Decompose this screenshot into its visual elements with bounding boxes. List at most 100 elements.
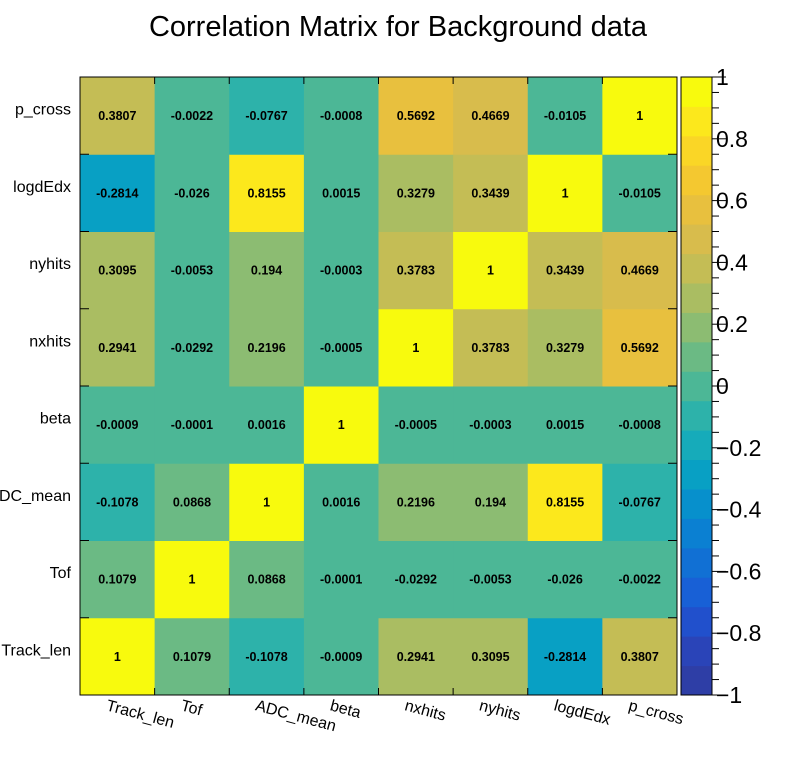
cell-value-label: 0.2196 — [397, 495, 435, 509]
heatmap-cell — [154, 463, 230, 541]
cell-value-label: -0.0053 — [171, 264, 213, 278]
heatmap-cell — [378, 540, 454, 619]
chart-title: Correlation Matrix for Background data — [149, 11, 648, 43]
x-tick-label: p_cross — [627, 697, 686, 728]
y-tick-label: beta — [40, 411, 71, 428]
heatmap-cell — [80, 617, 156, 696]
heatmap-cell — [453, 231, 529, 310]
y-tick-label: p_cross — [15, 102, 71, 119]
colorbar-tick-label: 1 — [716, 64, 729, 90]
heatmap-cell — [378, 617, 454, 696]
heatmap-cell — [453, 617, 529, 696]
heatmap-cell — [378, 386, 454, 464]
heatmap-cell — [80, 308, 156, 387]
heatmap-cell — [303, 308, 379, 387]
y-tick-label: logdEdx — [13, 179, 71, 196]
heatmap-cell — [453, 540, 529, 619]
heatmap-cells — [80, 77, 678, 696]
cell-value-label: 0.2941 — [98, 341, 136, 355]
colorbar — [680, 76, 713, 696]
cell-value-label: 0.5692 — [621, 341, 659, 355]
heatmap-cell — [229, 77, 305, 155]
heatmap-cell — [602, 463, 678, 541]
cell-value-label: 0.4669 — [621, 264, 659, 278]
x-tick-label: logdEdx — [552, 697, 612, 728]
heatmap-cell — [378, 463, 454, 541]
cell-value-label: 1 — [487, 264, 494, 278]
cell-value-label: 0.4669 — [471, 109, 509, 123]
x-tick-label: nyhits — [477, 697, 522, 724]
colorbar-segment — [681, 224, 712, 255]
cell-value-label: 0.0016 — [322, 495, 360, 509]
cell-value-label: 1 — [636, 109, 643, 123]
cell-value-label: -0.0767 — [245, 109, 287, 123]
heatmap-cell — [154, 308, 230, 387]
heatmap-cell — [602, 617, 678, 696]
cell-value-label: -0.0105 — [544, 109, 586, 123]
heatmap-cell — [303, 540, 379, 619]
colorbar-segment — [681, 194, 712, 225]
heatmap-cell — [453, 77, 529, 155]
cell-value-label: -0.1078 — [245, 650, 287, 664]
cell-value-label: -0.0022 — [618, 573, 660, 587]
cell-value-label: -0.0767 — [618, 495, 660, 509]
colorbar-tick-label: −0.8 — [716, 620, 761, 646]
heatmap-cell — [154, 617, 230, 696]
cell-value-label: 0.3279 — [546, 341, 584, 355]
heatmap-cell — [527, 540, 603, 619]
cell-value-label: -0.0008 — [618, 418, 660, 432]
heatmap-cell — [154, 540, 230, 619]
cell-value-label: 1 — [338, 418, 345, 432]
colorbar-segment — [681, 165, 712, 196]
y-tick-label: nxhits — [29, 333, 71, 350]
heatmap-cell — [303, 386, 379, 464]
cell-value-label: 0.3807 — [98, 109, 136, 123]
heatmap-cell — [303, 231, 379, 310]
heatmap-cell — [229, 231, 305, 310]
cell-value-label: 0.0016 — [247, 418, 285, 432]
cell-value-label: 0.8155 — [247, 186, 285, 200]
colorbar-axis: 1 0.8 0.6 0.4 0.2 0 −0.2 −0.4 −0.6 −0.8 −1 — [711, 64, 762, 708]
colorbar-segment — [681, 577, 712, 608]
colorbar-tick-label: 0.2 — [716, 311, 748, 337]
heatmap-cell — [527, 308, 603, 387]
cell-value-label: 0.0015 — [546, 418, 584, 432]
cell-value-label: 0.0868 — [173, 495, 211, 509]
heatmap-cell — [602, 77, 678, 155]
heatmap-cell — [527, 617, 603, 696]
heatmap-cell — [229, 308, 305, 387]
x-tick-label: nxhits — [403, 697, 448, 724]
cell-value-label: -0.1078 — [96, 495, 138, 509]
cell-value-label: -0.0292 — [171, 341, 213, 355]
heatmap-cell — [154, 77, 230, 155]
heatmap-cell — [229, 154, 305, 232]
y-tick-label: nyhits — [29, 256, 71, 273]
cell-value-label: 0.0868 — [247, 573, 285, 587]
cell-value-label: 0.194 — [251, 264, 282, 278]
cell-value-label: -0.0009 — [320, 650, 362, 664]
colorbar-tick-label: 0.8 — [716, 126, 748, 152]
heatmap-cell — [229, 386, 305, 464]
cell-value-label: 1 — [562, 186, 569, 200]
heatmap-cell — [602, 386, 678, 464]
cell-value-label: 1 — [412, 341, 419, 355]
heatmap-cell — [602, 540, 678, 619]
heatmap-cell-labels: 1 0.1079 -0.1078 -0.0009 0.2941 0.3095 -0.2814… — [96, 109, 661, 664]
colorbar-tick-label: 0 — [716, 373, 729, 399]
cell-value-label: -0.2814 — [96, 186, 138, 200]
colorbar-tick-label: −0.4 — [716, 497, 762, 523]
cell-value-label: 0.3439 — [471, 186, 509, 200]
colorbar-tick-label: −1 — [716, 682, 742, 708]
colorbar-segment — [681, 518, 712, 549]
cell-value-label: 0.1079 — [98, 573, 136, 587]
cell-value-label: 0.3439 — [546, 264, 584, 278]
cell-value-label: -0.0001 — [171, 418, 213, 432]
heatmap-cell — [453, 308, 529, 387]
heatmap-cell — [80, 386, 156, 464]
cell-value-label: 1 — [263, 495, 270, 509]
cell-value-label: 0.3279 — [397, 186, 435, 200]
colorbar-segment — [681, 665, 712, 696]
colorbar-segment — [681, 106, 712, 137]
heatmap-cell — [378, 231, 454, 310]
